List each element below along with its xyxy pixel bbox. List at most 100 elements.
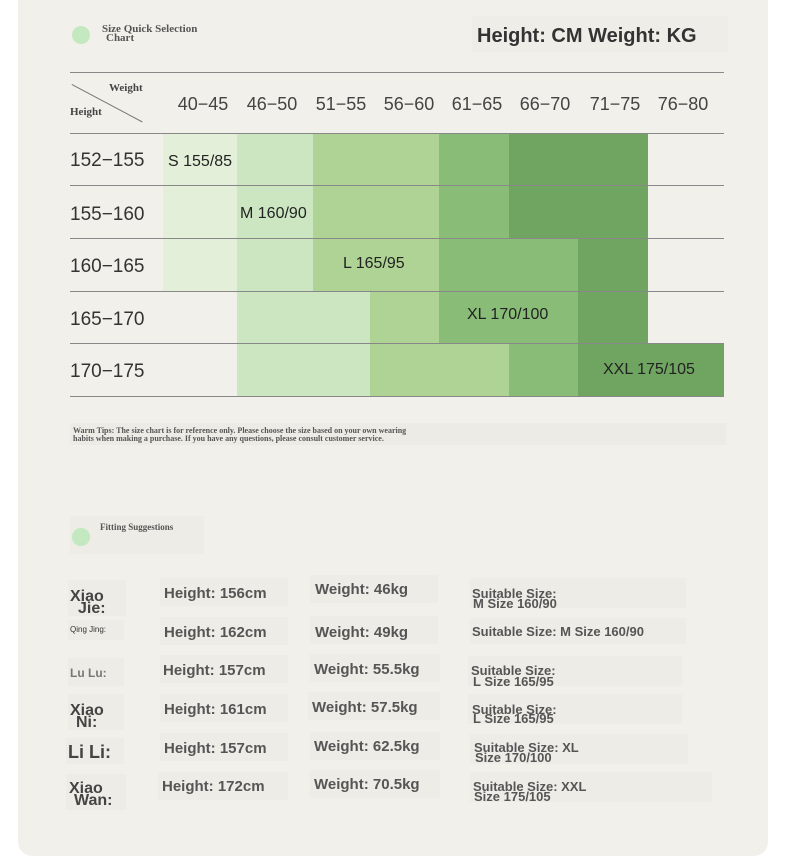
size-cell [578,291,648,344]
size-cell [509,344,578,396]
suitable-size: Suitable Size: M Size 160/90 [472,624,644,639]
table-row-rule [70,343,724,344]
table-header-rule [70,133,724,134]
height-box [160,578,288,606]
table-top-rule [70,72,724,73]
height-box [158,772,288,800]
size-cell [313,133,439,186]
suitable-size: Suitable Size: [472,586,557,601]
size-cell [439,186,509,238]
weight-box [308,692,440,720]
customer-name: Lu Lu: [70,666,107,680]
units-title-box: Height: CM Weight: KG [472,16,728,52]
size-cell [237,238,313,291]
size-cell [439,291,578,344]
table-row-rule [70,238,724,239]
table-row-rule [70,185,724,186]
chart-title-line2: Chart [106,32,135,44]
size-box [470,734,688,764]
weight-col-header: 51−55 [315,94,367,114]
height-row-header: 160−165 [70,256,145,277]
customer-name-2: Jie: [78,600,106,617]
corner-weight-label: Weight [109,82,143,94]
height-row-header: 165−170 [70,309,145,330]
customer-weight: Weight: 70.5kg [314,776,420,793]
size-cell [370,344,509,396]
size-label-xxl: XXL 175/105 [603,361,695,378]
height-row-header: 152−155 [70,150,145,171]
size-box [468,694,682,724]
size-cell [237,291,370,344]
height-row-header: 170−175 [70,361,145,382]
weight-box [310,654,440,682]
height-box [160,617,288,645]
height-box [160,733,288,761]
weight-col-header: 66−70 [519,94,571,114]
units-title: Height: CM Weight: KG [477,25,697,47]
name-box [66,738,124,764]
fitting-title: Fitting Suggestions [100,522,174,532]
size-label-xl: XL 170/100 [467,306,549,323]
weight-box [310,616,438,644]
customer-weight: Weight: 46kg [315,581,409,598]
customer-weight: Weight: 57.5kg [312,699,418,716]
table-row-rule [70,291,724,292]
warm-tips-line1: Warm Tips: The size chart is for referen… [73,426,407,435]
customer-height: Height: 157cm [163,662,266,679]
suitable-size-2: Size 170/100 [475,750,552,765]
weight-col-header: 46−50 [246,94,298,114]
suitable-size-2: L Size 165/95 [473,674,554,689]
fitting-title-box [70,516,204,554]
size-cell [313,186,439,238]
name-box [68,694,124,730]
name-box [68,580,126,616]
corner-height-label: Height [70,106,102,118]
weight-col-header: 71−75 [589,94,641,114]
suitable-size: Suitable Size: XL [474,740,579,755]
size-cell [578,238,648,291]
name-box [66,774,126,810]
name-box [68,620,124,640]
customer-height: Height: 156cm [164,585,267,602]
weight-col-header: 76−80 [657,94,709,114]
table-bottom-rule [70,396,724,397]
customer-name: Xiao [70,702,104,719]
customer-height: Height: 172cm [162,778,265,795]
size-cell [509,186,648,238]
size-cell [370,291,439,344]
size-box [470,618,686,644]
suitable-size: Suitable Size: [472,702,557,717]
customer-name: Qing Jing: [70,625,107,634]
height-box [160,655,288,683]
weight-col-header: 61−65 [451,94,503,114]
customer-name: Li Li: [68,742,111,762]
size-cell [163,186,237,238]
suitable-size-2: M Size 160/90 [473,596,557,611]
warm-tips-line2: habits when making a purchase. If you ha… [73,434,384,443]
customer-name-2: Ni: [76,714,98,731]
warm-tips: Warm Tips: The size chart is for referen… [70,423,726,445]
customer-name-2: Wan: [74,792,113,809]
size-cell [439,238,578,291]
weight-col-header: 40−45 [177,94,229,114]
chart-title-line1: Size Quick Selection [102,23,198,35]
size-cell [237,186,313,238]
size-label-l: L 165/95 [343,255,405,272]
customer-weight: Weight: 62.5kg [314,738,420,755]
weight-box [310,575,438,603]
customer-height: Height: 161cm [164,701,267,718]
size-cell [163,238,237,291]
size-cell [163,133,237,186]
size-box [470,578,686,608]
customer-name: Xiao [69,780,103,797]
customer-weight: Weight: 55.5kg [314,661,420,678]
title-dot-icon [72,26,90,44]
suitable-size-2: Size 175/105 [474,789,551,804]
size-box [468,656,682,686]
customer-height: Height: 162cm [164,624,267,641]
height-box [160,694,288,722]
name-box [68,658,124,686]
suitable-size: Suitable Size: XXL [473,779,587,794]
suitable-size: Suitable Size: [471,663,556,678]
suitable-size-2: L Size 165/95 [473,711,554,726]
